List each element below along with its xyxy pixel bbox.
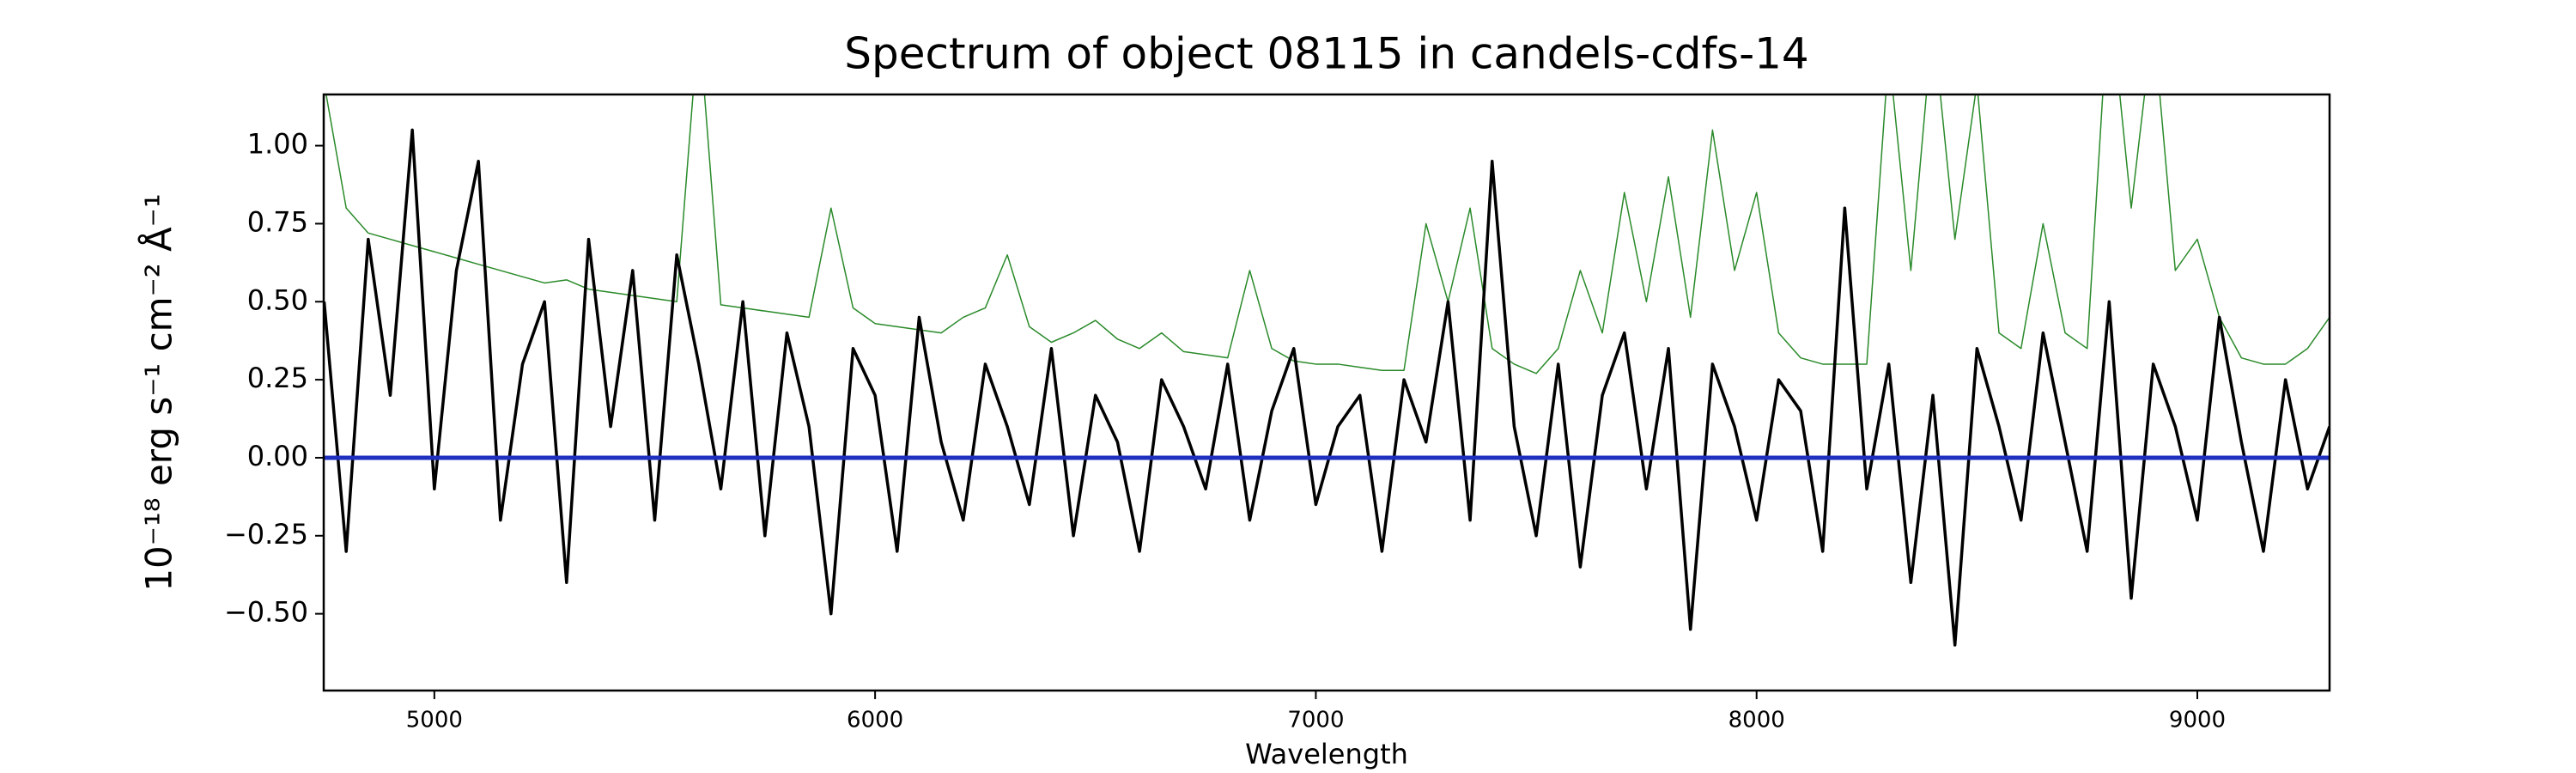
- x-axis-label: Wavelength: [1245, 738, 1408, 770]
- y-tick-label: 0.50: [247, 283, 308, 316]
- plot-area: [324, 94, 2330, 647]
- y-tick-label: −0.25: [224, 518, 308, 551]
- x-tick-label: 7000: [1287, 708, 1344, 733]
- x-tick-label: 6000: [847, 708, 903, 733]
- y-tick-label: −0.50: [224, 596, 308, 629]
- y-tick-label: 0.25: [247, 362, 308, 394]
- y-tick-label: 0.75: [247, 205, 308, 238]
- x-tick-label: 5000: [406, 708, 463, 733]
- y-tick-label: 0.00: [247, 440, 308, 472]
- axes-frame: [322, 93, 2331, 692]
- x-tick-label: 8000: [1728, 708, 1785, 733]
- x-tick-label: 9000: [2169, 708, 2226, 733]
- y-tick-label: 1.00: [247, 128, 308, 161]
- chart-title: Spectrum of object 08115 in candels-cdfs…: [844, 29, 1809, 79]
- spectrum-line: [324, 128, 2330, 647]
- y-axis-label: 10⁻¹⁸ erg s⁻¹ cm⁻² Å⁻¹: [137, 193, 180, 591]
- spectrum-line: [325, 94, 2330, 374]
